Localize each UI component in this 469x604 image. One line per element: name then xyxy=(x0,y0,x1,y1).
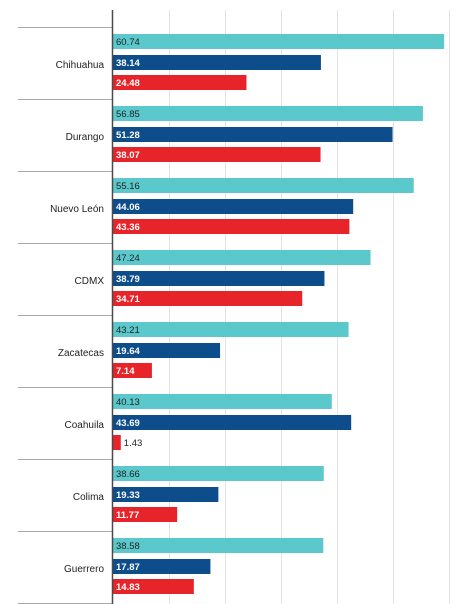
category-separators xyxy=(18,27,113,604)
bar-value-label: 60.74 xyxy=(116,37,140,48)
category-label: Guerrero xyxy=(64,564,104,575)
bar xyxy=(113,75,247,90)
bar-value-label: 40.13 xyxy=(116,397,140,408)
bar xyxy=(113,507,178,522)
bar-value-label: 43.21 xyxy=(116,325,140,336)
bar xyxy=(113,178,414,193)
bar-value-label: 1.43 xyxy=(124,438,143,449)
bar xyxy=(113,271,325,286)
bar-value-label: 55.16 xyxy=(116,181,140,192)
bar xyxy=(113,34,445,49)
bar xyxy=(113,394,332,409)
bar xyxy=(113,559,211,574)
bar-value-label: 56.85 xyxy=(116,109,140,120)
bar xyxy=(113,363,152,378)
bar-value-label: 44.06 xyxy=(116,202,140,213)
bar xyxy=(113,579,194,594)
category-label: Coahuila xyxy=(65,420,105,431)
bar xyxy=(113,322,349,337)
bar-value-label: 43.36 xyxy=(116,222,140,233)
bar-value-label: 34.71 xyxy=(116,294,140,305)
bar-value-label: 47.24 xyxy=(116,253,140,264)
bar xyxy=(113,487,219,502)
grid-layer xyxy=(169,10,450,604)
bar-value-label: 43.69 xyxy=(116,418,140,429)
bar xyxy=(113,219,350,234)
bars-layer: 60.74 56.85 55.16 47.24 43.21 40.13 38.66 38.58… xyxy=(113,34,445,594)
category-label: Colima xyxy=(73,492,105,503)
bar-value-label: 14.83 xyxy=(116,582,140,593)
bar xyxy=(113,435,121,450)
bar-value-label: 38.66 xyxy=(116,469,140,480)
bar-value-label: 19.33 xyxy=(116,490,140,501)
bar-value-label: 38.58 xyxy=(116,541,140,552)
bar-value-label: 38.07 xyxy=(116,150,140,161)
bar xyxy=(113,538,324,553)
category-labels: Chihuahua Durango Nuevo León CDMX Zacatecas C… xyxy=(50,60,104,575)
bar-value-label: 19.64 xyxy=(116,346,140,357)
bar xyxy=(113,250,371,265)
category-label: Durango xyxy=(66,132,105,143)
category-label: CDMX xyxy=(75,276,105,287)
bar xyxy=(113,199,354,214)
bar-value-label: 38.79 xyxy=(116,274,140,285)
bar xyxy=(113,127,393,142)
category-label: Nuevo León xyxy=(50,204,104,215)
category-label: Zacatecas xyxy=(58,348,104,359)
category-label: Chihuahua xyxy=(56,60,105,71)
bar xyxy=(113,415,352,430)
bar xyxy=(113,343,221,358)
bar xyxy=(113,55,321,70)
bar xyxy=(113,466,324,481)
bar-value-label: 17.87 xyxy=(116,562,140,573)
bar-value-label: 38.14 xyxy=(116,58,140,69)
bar xyxy=(113,291,303,306)
bar-value-label: 11.77 xyxy=(116,510,139,521)
bar-value-label: 24.48 xyxy=(116,78,140,89)
bar-value-label: 51.28 xyxy=(116,130,140,141)
bar xyxy=(113,106,423,121)
bar xyxy=(113,147,321,162)
bar-value-label: 7.14 xyxy=(116,366,135,377)
